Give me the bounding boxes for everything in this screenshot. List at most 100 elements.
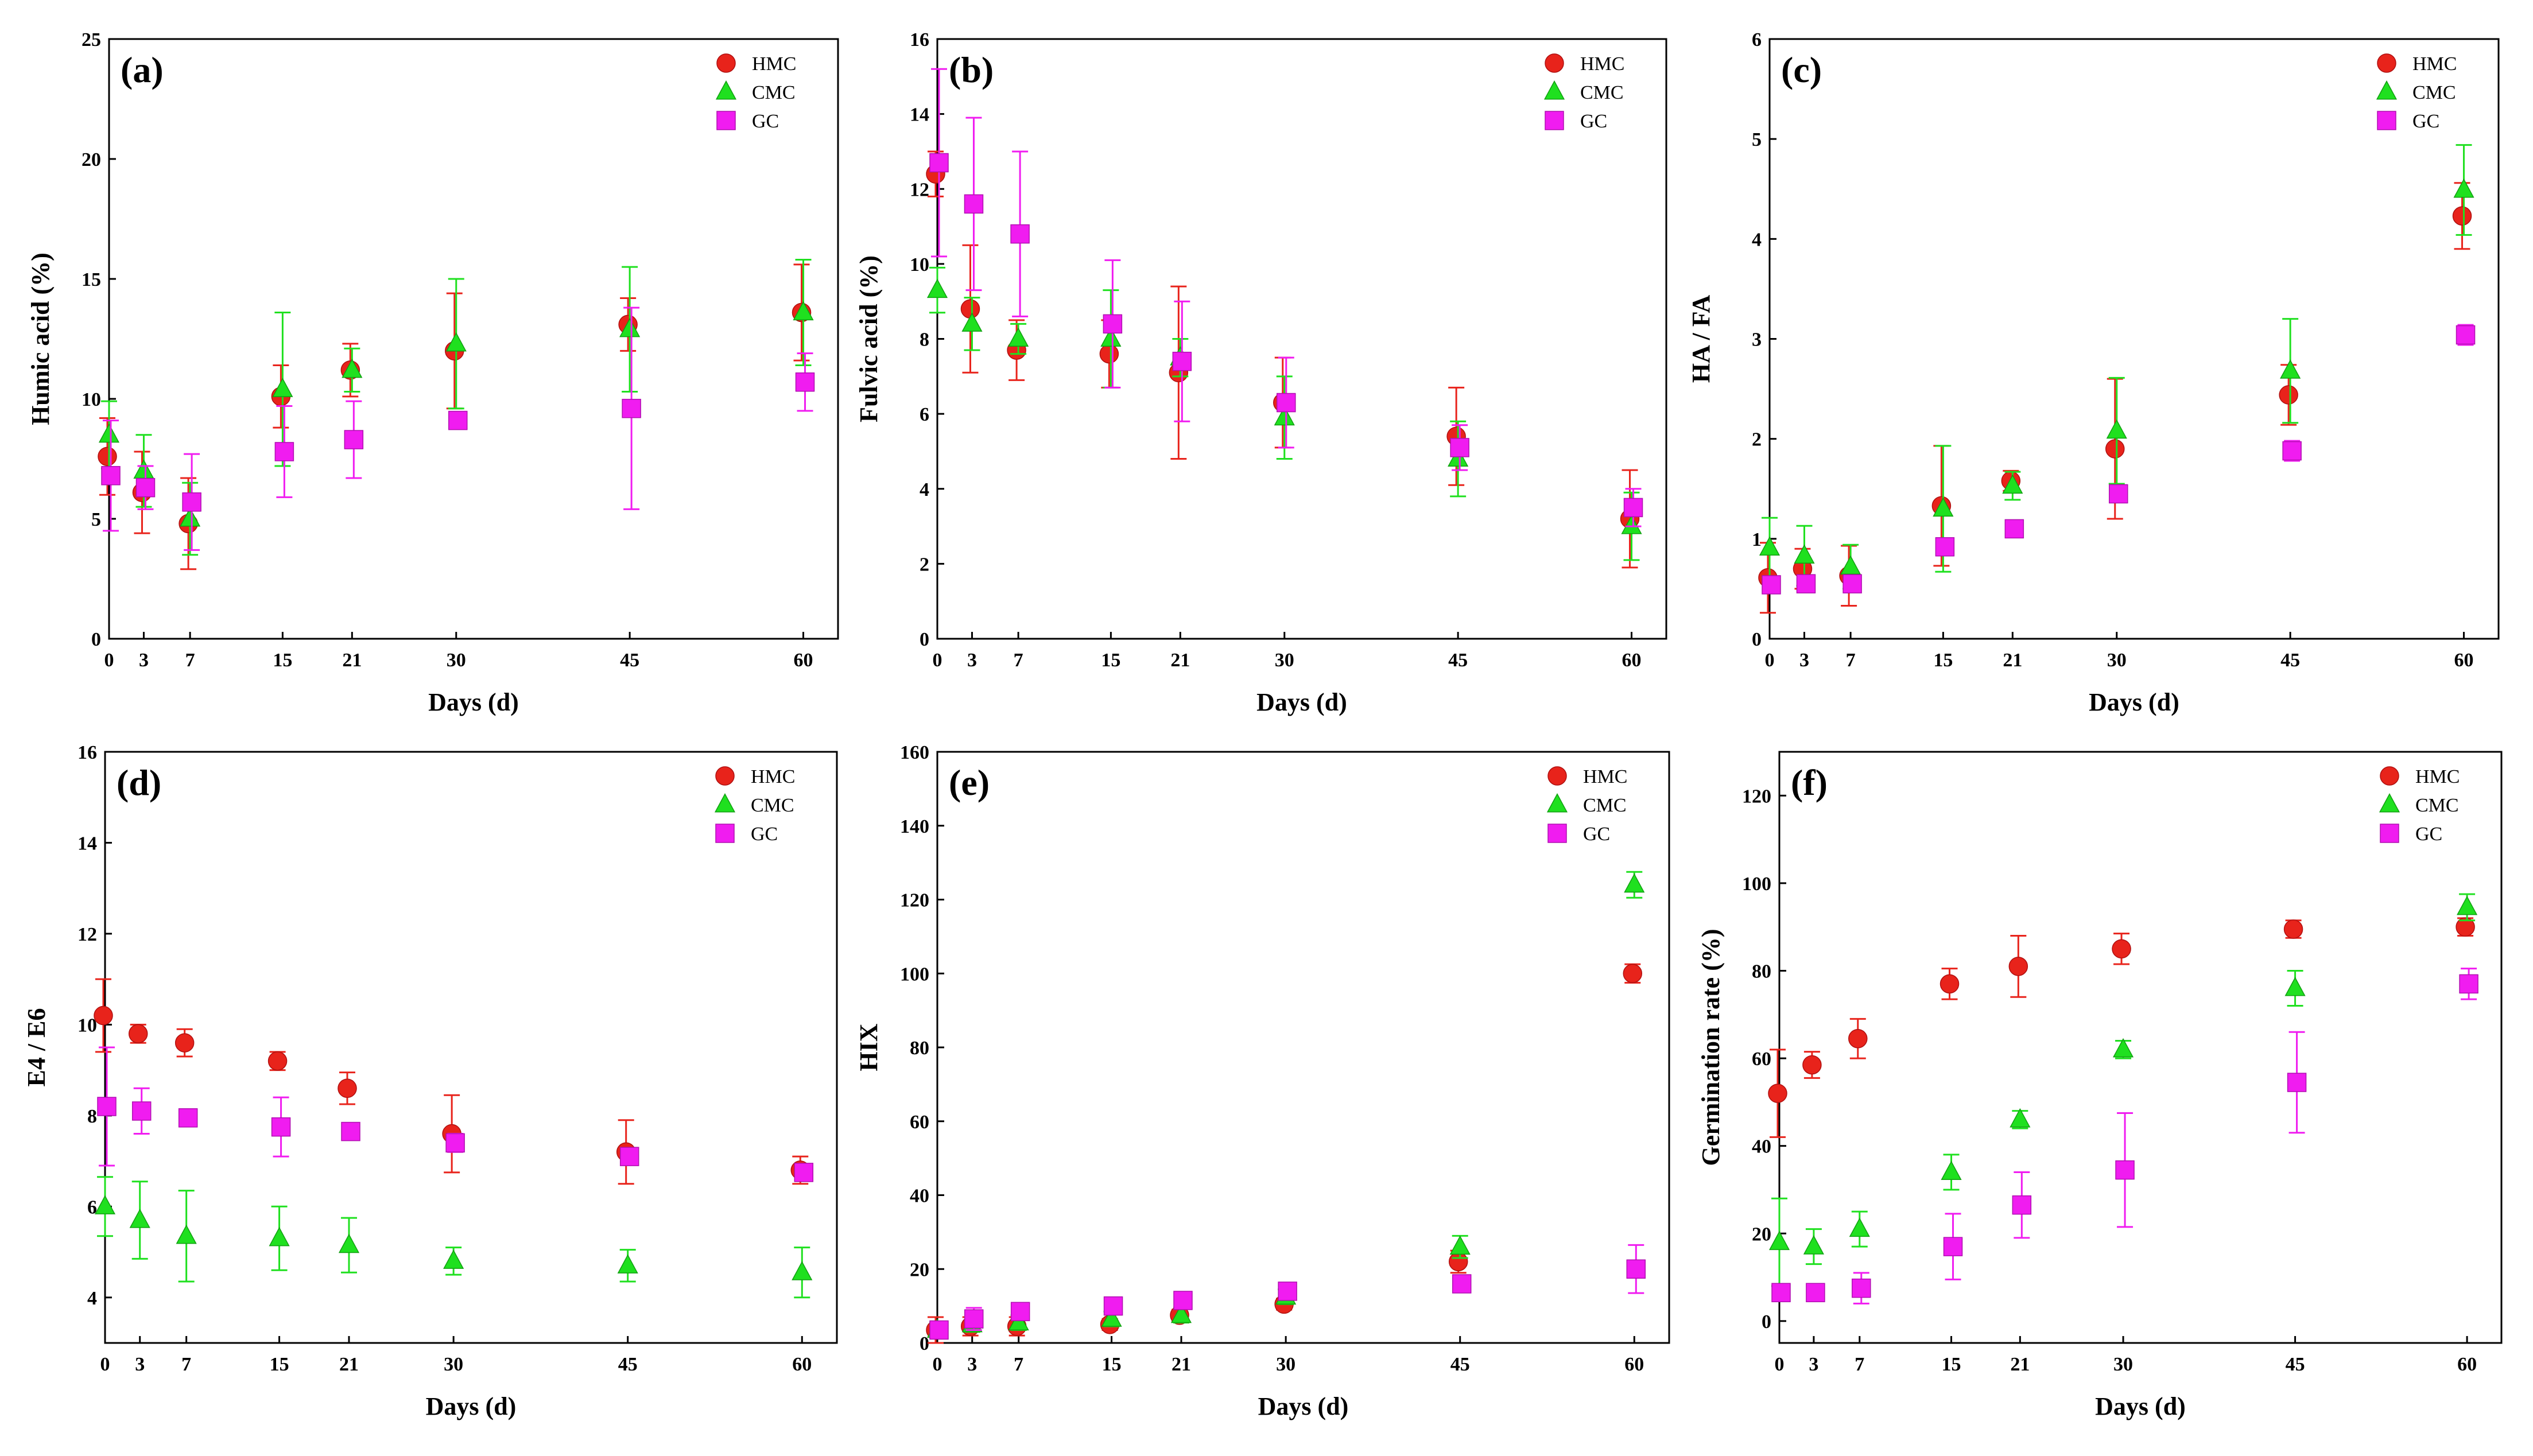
data-point <box>271 1117 291 1137</box>
data-point <box>929 153 949 173</box>
data-point <box>1806 1283 1825 1303</box>
legend-marker <box>714 793 736 813</box>
data-point <box>1010 1302 1030 1322</box>
data-point <box>1450 438 1469 457</box>
x-tick-label: 30 <box>2107 650 2127 671</box>
panel-label: (b) <box>949 49 994 90</box>
data-point <box>1449 1235 1471 1255</box>
data-point <box>182 492 201 512</box>
y-tick-label: 60 <box>910 1112 929 1133</box>
data-point <box>619 1147 639 1166</box>
data-point <box>1448 447 1469 467</box>
legend-label: HMC <box>751 766 795 787</box>
data-point <box>2012 1195 2032 1215</box>
data-point <box>792 1261 813 1280</box>
legend-marker <box>1545 111 1564 130</box>
data-point <box>267 1051 288 1071</box>
series-cmc <box>1768 893 2478 1287</box>
chart-panel-1: 0 5 10 15 20 25 0 3 7 15 21 30 45 60 Days (d) Humic aci… <box>26 29 839 716</box>
data-point <box>2112 1038 2134 1058</box>
y-tick-label: 0 <box>1762 1311 1771 1333</box>
data-point <box>98 423 120 443</box>
y-tick-label: 3 <box>1752 329 1762 351</box>
data-point <box>2284 977 2306 996</box>
x-tick-label: 30 <box>444 1354 463 1375</box>
panel-label: (a) <box>121 49 164 90</box>
data-point <box>341 1121 360 1141</box>
data-point <box>795 372 815 392</box>
y-tick-label: 2 <box>1752 429 1762 451</box>
series-hmc <box>1768 917 2475 1138</box>
x-tick-label: 7 <box>1014 650 1023 671</box>
x-tick-label: 21 <box>339 1354 359 1375</box>
x-tick-label: 15 <box>1933 650 1953 671</box>
data-point <box>1010 224 1030 244</box>
data-point <box>2457 895 2478 915</box>
data-point <box>1939 974 1960 994</box>
y-tick-label: 15 <box>82 269 101 290</box>
series-gc <box>1771 968 2478 1304</box>
y-tick-label: 0 <box>920 1333 929 1354</box>
legend-marker <box>715 80 737 100</box>
y-axis-label: Germination rate (%) <box>1697 929 1725 1166</box>
y-axis-label: HIX <box>855 1023 883 1071</box>
data-point <box>1794 544 1815 564</box>
y-tick-label: 10 <box>910 254 929 275</box>
data-point <box>2287 1073 2307 1092</box>
data-point <box>97 1097 117 1116</box>
y-tick-label: 40 <box>910 1186 929 1207</box>
data-point <box>1796 574 1816 593</box>
y-tick-label: 100 <box>1742 873 1771 895</box>
data-point <box>1935 537 1955 557</box>
data-point <box>622 398 641 418</box>
y-tick-label: 120 <box>900 890 929 911</box>
x-tick-label: 15 <box>270 1354 289 1375</box>
data-point <box>1103 1296 1123 1316</box>
y-axis-label: E4 / E6 <box>22 1008 51 1087</box>
y-tick-label: 14 <box>77 833 97 854</box>
data-point <box>2456 917 2475 937</box>
data-point <box>2453 178 2474 198</box>
plot-frame <box>108 38 839 640</box>
data-point <box>1771 1283 1791 1303</box>
data-point <box>269 1226 290 1247</box>
legend-label: HMC <box>2412 53 2457 75</box>
series-gc <box>101 306 815 551</box>
y-tick-label: 8 <box>920 329 929 351</box>
y-tick-label: 10 <box>82 389 101 410</box>
legend-marker <box>716 111 736 130</box>
y-tick-label: 16 <box>910 29 929 51</box>
x-tick-label: 3 <box>967 650 977 671</box>
series-cmc <box>926 266 1642 561</box>
x-tick-label: 30 <box>1276 1354 1295 1375</box>
data-point <box>1768 1084 1787 1103</box>
data-point <box>961 312 983 332</box>
x-tick-label: 0 <box>1765 650 1775 671</box>
legend-label: CMC <box>1580 82 1624 103</box>
y-tick-label: 20 <box>910 1259 929 1280</box>
data-point <box>1100 327 1122 347</box>
data-point <box>964 1309 984 1329</box>
data-point <box>2010 1108 2031 1128</box>
data-point <box>94 1195 116 1214</box>
legend-label: GC <box>1583 824 1610 845</box>
data-point <box>272 378 293 397</box>
x-tick-label: 7 <box>185 650 195 671</box>
x-tick-label: 3 <box>1809 1354 1818 1375</box>
series-hmc <box>94 978 810 1185</box>
legend-marker <box>2380 766 2399 786</box>
data-point <box>929 1320 949 1340</box>
data-point <box>129 1209 150 1228</box>
y-tick-label: 12 <box>77 924 97 945</box>
series-gc <box>929 1244 1646 1340</box>
data-point <box>793 301 814 321</box>
data-point <box>926 278 948 298</box>
legend-marker <box>1547 766 1567 786</box>
x-tick-label: 30 <box>1275 650 1294 671</box>
legend-label: CMC <box>2412 82 2456 103</box>
legend-marker <box>1543 80 1565 100</box>
x-axis-label: Days (d) <box>428 688 519 716</box>
y-tick-label: 100 <box>900 964 929 985</box>
legend-marker <box>715 824 735 843</box>
data-point <box>1626 1259 1646 1279</box>
